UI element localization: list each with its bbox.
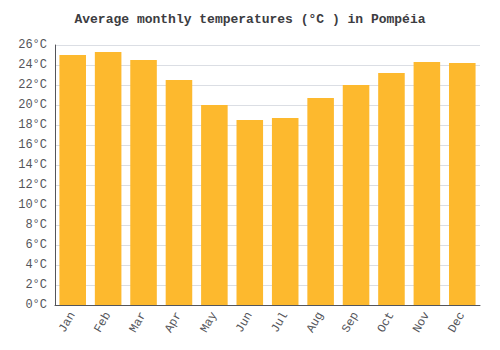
svg-text:26°C: 26°C (18, 38, 47, 52)
svg-text:Sep: Sep (339, 309, 362, 335)
svg-text:18°C: 18°C (18, 118, 47, 132)
svg-text:20°C: 20°C (18, 98, 47, 112)
svg-text:May: May (198, 309, 221, 335)
svg-text:22°C: 22°C (18, 78, 47, 92)
svg-text:12°C: 12°C (18, 178, 47, 192)
svg-text:Feb: Feb (91, 309, 114, 335)
svg-text:Oct: Oct (375, 309, 398, 335)
svg-text:2°C: 2°C (25, 278, 47, 292)
svg-text:Apr: Apr (162, 309, 185, 335)
svg-text:Dec: Dec (445, 309, 468, 335)
svg-text:14°C: 14°C (18, 158, 47, 172)
svg-text:Nov: Nov (410, 309, 433, 335)
svg-text:16°C: 16°C (18, 138, 47, 152)
svg-text:Jan: Jan (56, 309, 79, 335)
svg-text:Jun: Jun (233, 309, 256, 335)
svg-text:Mar: Mar (127, 309, 150, 335)
svg-text:8°C: 8°C (25, 218, 47, 232)
svg-text:24°C: 24°C (18, 58, 47, 72)
svg-text:0°C: 0°C (25, 298, 47, 312)
svg-text:6°C: 6°C (25, 238, 47, 252)
svg-text:Jul: Jul (268, 309, 291, 335)
svg-text:Average monthly temperatures (: Average monthly temperatures (°C ) in Po… (74, 12, 425, 27)
svg-text:4°C: 4°C (25, 258, 47, 272)
svg-text:10°C: 10°C (18, 198, 47, 212)
svg-text:Aug: Aug (304, 309, 327, 335)
